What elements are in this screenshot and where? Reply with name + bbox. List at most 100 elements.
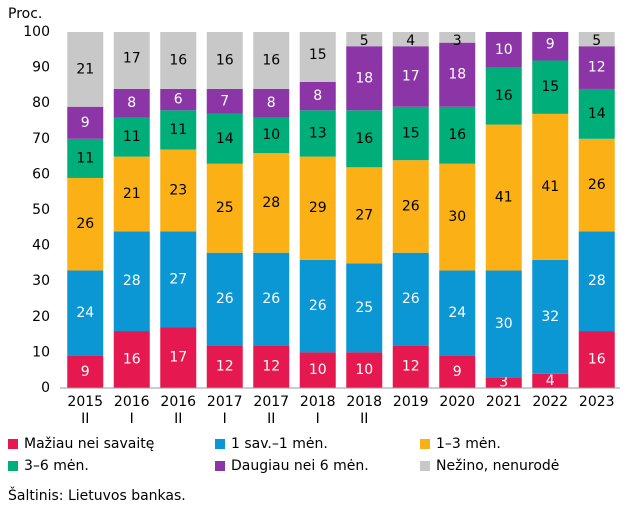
bars: 9 24 26 11 9 21 16 28 21 11 8 17 17 27 23 11 6 16 12 26 25 14… xyxy=(67,32,615,388)
bar-segment xyxy=(299,32,336,82)
data-label: 16 xyxy=(169,52,187,68)
bar-segment xyxy=(578,138,615,232)
data-label: 11 xyxy=(76,150,94,166)
data-label: 14 xyxy=(588,106,606,122)
data-label: 25 xyxy=(355,300,373,316)
data-label: 24 xyxy=(76,305,94,321)
bar-segment xyxy=(253,345,290,388)
data-label: 9 xyxy=(546,36,555,52)
data-label: 25 xyxy=(216,200,234,216)
legend-item: Daugiau nei 6 mėn. xyxy=(215,458,369,474)
legend-label: Daugiau nei 6 mėn. xyxy=(231,458,369,474)
bar-segment xyxy=(113,32,150,89)
bar-segment xyxy=(346,263,383,353)
bar-segment xyxy=(392,160,429,253)
data-label: 29 xyxy=(309,200,327,216)
bar-segment xyxy=(67,177,104,271)
bar-segment xyxy=(253,252,290,346)
bar-segment xyxy=(439,106,476,164)
data-label: 5 xyxy=(592,33,601,49)
data-label: 11 xyxy=(169,122,187,138)
bar-segment xyxy=(67,32,104,107)
legend-item: Nežino, nenurodė xyxy=(420,458,559,474)
legend-swatch xyxy=(420,461,430,471)
data-label: 7 xyxy=(220,93,229,109)
bar-segment xyxy=(67,355,104,388)
x-tick-label: 2020 xyxy=(439,394,476,410)
data-label: 12 xyxy=(262,359,280,375)
data-label: 17 xyxy=(402,69,420,85)
bar-segment xyxy=(206,88,243,114)
data-label: 23 xyxy=(169,182,187,198)
y-axis-label: Proc. xyxy=(8,6,42,22)
bar-segment xyxy=(113,331,150,388)
bar-segment xyxy=(532,113,569,260)
data-label: 4 xyxy=(406,33,415,49)
bar-segment xyxy=(578,331,615,388)
bar-segment xyxy=(160,32,197,89)
bar-segment xyxy=(113,88,150,118)
bar-segment xyxy=(299,81,336,111)
data-label: 15 xyxy=(402,125,420,141)
bar-segment xyxy=(392,106,429,161)
bar-segment xyxy=(113,117,150,157)
bar-segment xyxy=(67,138,104,178)
data-label: 10 xyxy=(355,362,373,378)
bar-segment xyxy=(206,163,243,253)
y-tick-label: 30 xyxy=(32,273,50,289)
bar-segment xyxy=(439,270,476,356)
y-tick-label: 100 xyxy=(23,24,50,40)
bar-segment xyxy=(532,32,569,61)
bar-segment xyxy=(392,252,429,346)
data-label: 12 xyxy=(216,359,234,375)
bar-segment xyxy=(67,106,104,139)
data-label: 27 xyxy=(355,207,373,223)
legend-item: 3–6 mėn. xyxy=(8,458,89,474)
data-label: 26 xyxy=(402,198,420,214)
bar-segment xyxy=(578,231,615,332)
bar-segment xyxy=(346,352,383,388)
bar-segment xyxy=(206,345,243,388)
bar-segment xyxy=(253,88,290,118)
data-label: 21 xyxy=(123,186,141,202)
data-label: 15 xyxy=(541,79,559,95)
bar-segment xyxy=(532,60,569,114)
y-tick-label: 20 xyxy=(32,309,50,325)
data-label: 12 xyxy=(402,359,420,375)
legend-swatch xyxy=(215,461,225,471)
x-tick-label: 2017 I xyxy=(206,394,243,427)
bar-segment xyxy=(439,355,476,388)
data-label: 18 xyxy=(355,70,373,86)
data-label: 10 xyxy=(309,362,327,378)
data-label: 16 xyxy=(448,127,466,143)
legend-label: 1–3 mėn. xyxy=(436,436,501,452)
y-tick-label: 80 xyxy=(32,95,50,111)
data-label: 16 xyxy=(216,52,234,68)
bar-segment xyxy=(299,259,336,353)
bar-segment xyxy=(439,163,476,271)
legend-label: 3–6 mėn. xyxy=(24,458,89,474)
x-tick-label: 2021 xyxy=(485,394,522,410)
data-label: 30 xyxy=(448,209,466,225)
data-label: 10 xyxy=(495,42,513,58)
data-label: 18 xyxy=(448,67,466,83)
bar-segment xyxy=(578,88,615,139)
y-tick-label: 90 xyxy=(32,60,50,76)
data-label: 8 xyxy=(267,95,276,111)
x-tick-label: 2016 II xyxy=(160,394,197,427)
bar-segment xyxy=(160,88,197,111)
bar-segment xyxy=(299,156,336,260)
bar-segment xyxy=(299,110,336,157)
y-tick-label: 60 xyxy=(32,166,50,182)
bar-segment xyxy=(160,110,197,150)
bar-segment xyxy=(485,377,522,388)
bar-segment xyxy=(113,231,150,332)
y-tick-label: 50 xyxy=(32,202,50,218)
data-label: 32 xyxy=(541,309,559,325)
data-label: 8 xyxy=(313,88,322,104)
data-label: 26 xyxy=(588,177,606,193)
data-label: 8 xyxy=(127,95,136,111)
bar-segment xyxy=(578,46,615,89)
bar-segment xyxy=(578,32,615,47)
